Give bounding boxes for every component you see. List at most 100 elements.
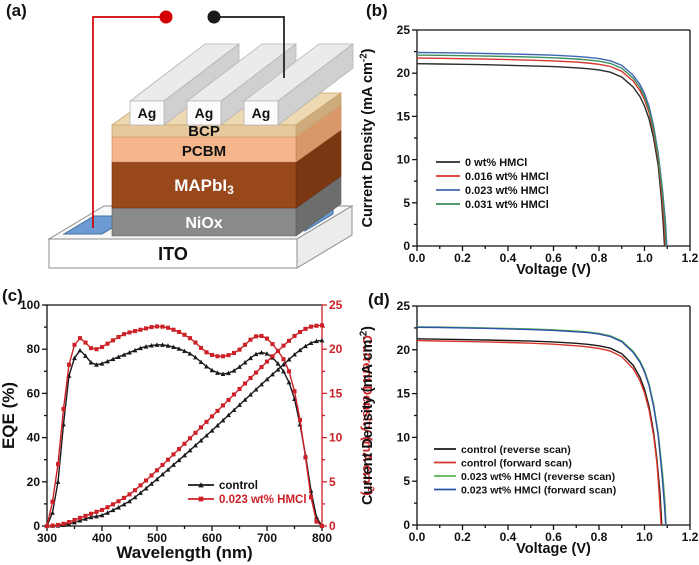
x-tick-label: 0.2 xyxy=(454,530,471,544)
legend-label: 0.023 wt% HMCl (reverse scan) xyxy=(461,471,615,483)
legend-label: control (forward scan) xyxy=(461,458,572,470)
ag-label-3: Ag xyxy=(252,105,271,121)
anode-terminal-dot xyxy=(159,10,173,24)
cathode-wire xyxy=(214,16,285,78)
x-tick-label: 1.0 xyxy=(636,530,653,544)
axis-title: Voltage (V) xyxy=(516,541,591,557)
y-tick-label: 5 xyxy=(403,474,410,488)
mapbi3-label-main: MAPbI xyxy=(174,176,227,195)
x-tick-label: 0.0 xyxy=(409,530,426,544)
y-tick-label: 0 xyxy=(403,518,410,532)
x-tick-label: 0.2 xyxy=(454,251,471,265)
y-tick-label: 0 xyxy=(33,519,40,533)
series-0-016-wt-hmcl xyxy=(416,57,667,247)
y-tick-label: 80 xyxy=(27,342,41,356)
y-tick-label: 10 xyxy=(397,430,411,444)
legend-label: 0.023 wt% HMCl (forward scan) xyxy=(461,485,616,497)
x-tick-label: 0.4 xyxy=(500,251,517,265)
x-tick-label: 500 xyxy=(147,531,167,545)
legend-label: 0.023 wt% HMCl xyxy=(219,494,307,506)
y-tick-label: 20 xyxy=(397,66,411,80)
ag-bar1-front xyxy=(129,100,165,126)
legend-label: control xyxy=(219,480,258,492)
series-control-reverse-scan xyxy=(416,338,663,526)
mapbi3-label: MAPbI3 xyxy=(174,176,234,197)
x-tick-label: 0.6 xyxy=(545,530,562,544)
axes: 0.0 0.2 0.4 0.6 0.8 1.0 1.2 0 5 10 15 20 25 xyxy=(397,299,699,544)
legend-label: 0.031 wt% HMCl xyxy=(465,199,549,211)
ag-label-1: Ag xyxy=(138,105,157,121)
y-tick-label: 20 xyxy=(27,475,41,489)
y-tick-label: 5 xyxy=(403,196,410,210)
pcbm-label: PCBM xyxy=(182,143,226,160)
legend: control (reverse scan) control (forward s… xyxy=(434,444,616,497)
ag-bar2-front xyxy=(186,100,222,126)
panel-d: (d) 0.0 0.2 0.4 0.6 0.8 1.0 1.2 0 5 10 15 20 25 Volta… xyxy=(350,283,699,565)
mapbi3-label-subscript: 3 xyxy=(227,183,234,197)
y-tick-label: 100 xyxy=(20,298,40,312)
y-tick-label: 60 xyxy=(27,386,41,400)
legend-label: 0 wt% HMCl xyxy=(465,157,527,169)
series-control-forward-scan xyxy=(416,339,662,526)
jv-hysteresis-chart: 0.0 0.2 0.4 0.6 0.8 1.0 1.2 0 5 10 15 20 25 Voltage (… xyxy=(358,299,699,557)
y-tick-label: 0 xyxy=(403,239,410,253)
ito-front-face xyxy=(48,238,298,269)
cathode-terminal-dot xyxy=(207,10,221,24)
bcp-front-face xyxy=(111,124,297,138)
y-tick-label: 25 xyxy=(397,23,411,37)
series-0-023-wt-hmcl-integrated-current-density xyxy=(44,323,325,529)
series-0-023-wt-hmcl-eqe xyxy=(44,324,325,529)
series-0-023-wt-hmcl-forward-scan xyxy=(416,326,667,526)
x-tick-label: 1.2 xyxy=(682,530,699,544)
panel-c: (c) 300 400 500 600 700 800 0 20 40 60 80 100 0 5 10 15… xyxy=(0,283,376,565)
legend-label: 0.023 wt% HMCl xyxy=(465,185,549,197)
axis-title: Current Density (mA cm-2) xyxy=(360,335,376,496)
x-tick-label: 0.4 xyxy=(500,530,517,544)
x-tick-label: 800 xyxy=(312,531,332,545)
device-schematic: Ag Ag Ag BCP PCBM MAPbI3 NiOx ITO xyxy=(47,10,355,269)
x-tick-label: 0.6 xyxy=(545,251,562,265)
panel-a-label: (a) xyxy=(6,1,27,20)
legend: control 0.023 wt% HMCl xyxy=(188,480,307,506)
y2-tick-label: 15 xyxy=(329,386,343,400)
series-control-eqe xyxy=(44,342,325,529)
x-tick-label: 0.0 xyxy=(409,251,426,265)
x-tick-label: 300 xyxy=(37,531,57,545)
panel-d-label: (d) xyxy=(368,290,390,309)
x-tick-label: 600 xyxy=(202,531,222,545)
x-tick-label: 0.8 xyxy=(591,530,608,544)
y2-tick-label: 25 xyxy=(329,298,343,312)
anode-wire xyxy=(92,16,166,228)
axis-title: Wavelength (nm) xyxy=(116,543,252,562)
ito-label: ITO xyxy=(158,244,188,264)
y2-tick-label: 0 xyxy=(329,519,336,533)
jv-chart-concentrations: 0.0 0.2 0.4 0.6 0.8 1.0 1.2 0 5 10 15 20 25 Voltage (… xyxy=(358,23,699,278)
axes: 0.0 0.2 0.4 0.6 0.8 1.0 1.2 0 5 10 15 20 25 xyxy=(397,23,699,265)
niox-label: NiOx xyxy=(185,215,222,232)
legend-label: 0.016 wt% HMCl xyxy=(465,171,549,183)
x-tick-label: 700 xyxy=(257,531,277,545)
x-tick-label: 1.0 xyxy=(636,251,653,265)
legend: 0 wt% HMCl 0.016 wt% HMCl 0.023 wt% HMCl 0.… xyxy=(436,157,549,211)
panel-a: (a) xyxy=(0,0,360,283)
y2-tick-label: 10 xyxy=(329,431,343,445)
series-0-wt-hmcl xyxy=(416,63,666,247)
series-0-023-wt-hmcl xyxy=(416,51,668,247)
ag-bar3-front xyxy=(243,100,279,126)
panel-b-label: (b) xyxy=(366,1,388,20)
y2-tick-label: 5 xyxy=(329,475,336,489)
y-tick-label: 20 xyxy=(397,343,411,357)
panel-b: (b) 0.0 0.2 0.4 0.6 0.8 1.0 1.2 0 5 10 15 20 25 Volta… xyxy=(350,0,699,283)
layer-niox xyxy=(111,175,342,237)
axis-title: Current Density (mA cm-2) xyxy=(358,326,376,505)
axis-title: Voltage (V) xyxy=(516,262,591,278)
series-0-031-wt-hmcl xyxy=(416,54,667,247)
panel-c-label: (c) xyxy=(2,286,23,305)
bcp-label: BCP xyxy=(188,123,220,140)
y-tick-label: 40 xyxy=(27,431,41,445)
ag-electrodes xyxy=(128,43,355,126)
eqe-chart: 300 400 500 600 700 8000204060801000510152025… xyxy=(0,298,376,562)
series-control-integrated-current-density xyxy=(44,337,325,529)
